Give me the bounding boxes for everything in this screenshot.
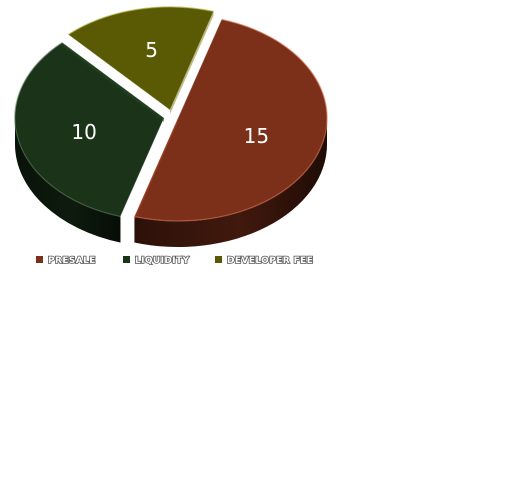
legend-item: LIQUIDITY (123, 256, 190, 266)
data-label: 5 (145, 38, 158, 62)
legend-swatch (36, 256, 43, 263)
data-label: 15 (244, 124, 269, 148)
legend-label: LIQUIDITY (135, 256, 190, 266)
legend-item: PRESALE (36, 256, 96, 266)
legend: PRESALE LIQUIDITY DEVELOPER FEE (36, 256, 313, 266)
legend-swatch (123, 256, 130, 263)
legend-label: DEVELOPER FEE (227, 256, 313, 266)
legend-item: DEVELOPER FEE (215, 256, 313, 266)
data-label: 10 (71, 120, 96, 144)
pie-slices (15, 7, 327, 247)
legend-label: PRESALE (48, 256, 96, 266)
legend-swatch (215, 256, 222, 263)
